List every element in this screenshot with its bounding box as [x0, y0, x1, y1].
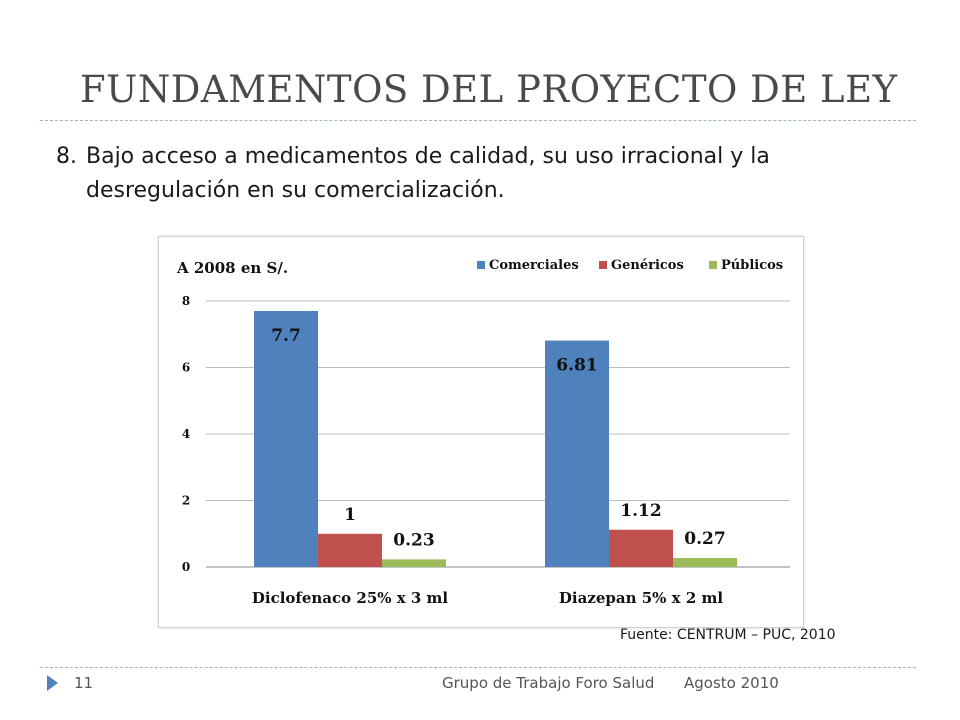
footer-group: Grupo de Trabajo Foro Salud: [442, 674, 655, 692]
triangle-bullet-icon: [47, 675, 58, 691]
point-text-line1: Bajo acceso a medicamentos de calidad, s…: [86, 144, 770, 169]
bullet-point: 8. Bajo acceso a medicamentos de calidad,…: [56, 140, 906, 208]
legend-label-3: Públicos: [721, 258, 783, 273]
bar-chart: A 2008 en S/. Comerciales Genéricos Público…: [158, 236, 804, 628]
y-tick-2: 2: [182, 494, 190, 508]
legend-swatch-1: [477, 261, 485, 269]
bar-1-3: [382, 559, 446, 567]
y-tick-0: 0: [182, 560, 190, 574]
bar-2-1: [545, 340, 609, 567]
data-label-2-1: 6.81: [556, 356, 597, 376]
footer-divider: [40, 667, 916, 668]
source-note: Fuente: CENTRUM – PUC, 2010: [620, 627, 836, 643]
category-label-2: Diazepan 5% x 2 ml: [559, 589, 723, 607]
page-number: 11: [74, 674, 94, 692]
title-divider: [40, 120, 916, 121]
legend-swatch-3: [709, 261, 717, 269]
data-label-2-2: 1.12: [620, 501, 661, 521]
bar-1-1: [254, 310, 318, 567]
chart-canvas: A 2008 en S/. Comerciales Genéricos Público…: [176, 258, 790, 607]
point-number: 8.: [56, 144, 77, 169]
data-label-1-3: 0.23: [393, 530, 434, 550]
y-tick-8: 8: [182, 294, 190, 308]
chart-title: A 2008 en S/.: [176, 259, 288, 277]
slide-title: FUNDAMENTOS DEL PROYECTO DE LEY: [80, 68, 898, 111]
legend-label-1: Comerciales: [489, 258, 579, 273]
category-label-1: Diclofenaco 25% x 3 ml: [252, 589, 449, 607]
bar-2-3: [673, 558, 737, 567]
y-tick-4: 4: [182, 427, 190, 441]
data-label-1-1: 7.7: [271, 326, 301, 346]
bar-2-2: [609, 529, 673, 567]
bar-1-2: [318, 533, 382, 567]
point-text-line2: desregulación en su comercialización.: [86, 178, 505, 203]
y-tick-6: 6: [182, 361, 190, 375]
data-label-2-3: 0.27: [684, 529, 725, 549]
legend-label-2: Genéricos: [611, 258, 684, 273]
footer-date: Agosto 2010: [684, 674, 779, 692]
data-label-1-2: 1: [344, 505, 356, 525]
legend-swatch-2: [599, 261, 607, 269]
